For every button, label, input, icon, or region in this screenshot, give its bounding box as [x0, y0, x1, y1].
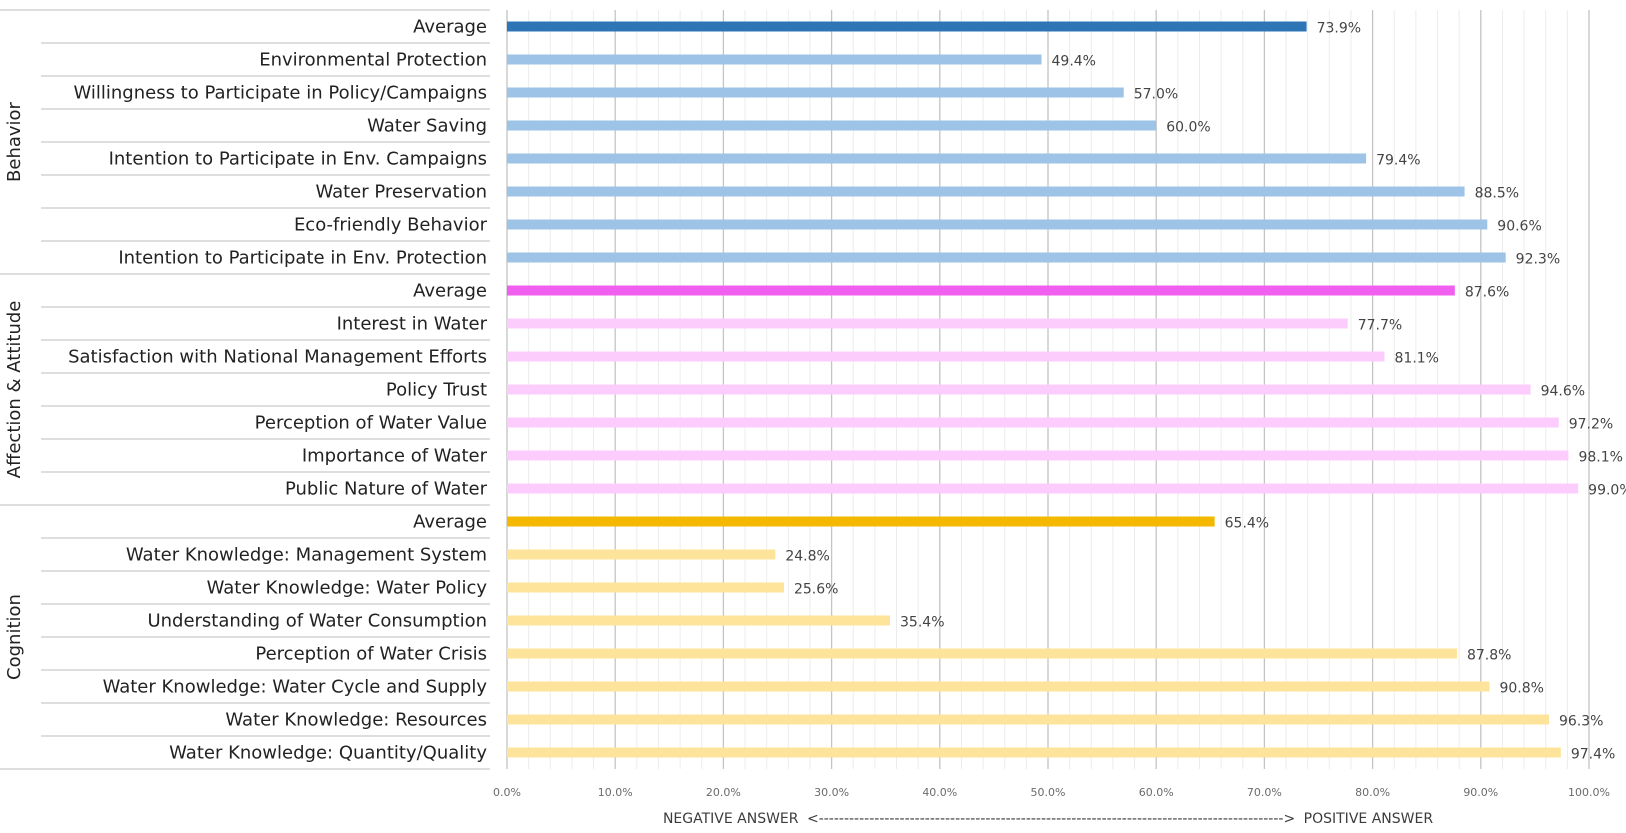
bar	[507, 681, 1490, 692]
category-label: Average	[413, 281, 487, 302]
row-separators	[0, 9, 490, 770]
x-tick-label: 90.0%	[1463, 786, 1498, 799]
category-label: Water Knowledge: Water Policy	[207, 578, 488, 599]
x-tick-label: 70.0%	[1247, 786, 1282, 799]
bar	[507, 186, 1465, 197]
x-tick-label: 0.0%	[493, 786, 521, 799]
data-label: 77.7%	[1358, 318, 1402, 334]
category-label: Eco-friendly Behavior	[294, 215, 488, 236]
x-tick-label: 40.0%	[922, 786, 957, 799]
bar	[507, 648, 1457, 659]
category-label: Perception of Water Value	[255, 413, 487, 434]
bar	[507, 417, 1559, 428]
x-tick-label: 30.0%	[814, 786, 849, 799]
group-label: Behavior	[4, 101, 25, 182]
data-label: 97.4%	[1571, 747, 1615, 763]
bar	[507, 747, 1561, 758]
bar	[507, 450, 1569, 461]
data-label: 65.4%	[1225, 516, 1269, 532]
data-label: 90.8%	[1499, 681, 1543, 697]
category-label: Water Preservation	[315, 182, 487, 203]
bar	[507, 351, 1385, 362]
data-label: 25.6%	[794, 582, 838, 598]
data-label: 24.8%	[785, 549, 829, 565]
bar	[507, 54, 1042, 65]
category-label: Intention to Participate in Env. Campaig…	[109, 149, 487, 170]
x-tick-label: 80.0%	[1355, 786, 1390, 799]
category-label: Environmental Protection	[259, 50, 487, 71]
category-label: Average	[413, 17, 487, 38]
category-label: Water Knowledge: Management System	[126, 545, 487, 566]
data-label: 88.5%	[1475, 186, 1519, 202]
bar	[507, 615, 891, 626]
bar	[507, 714, 1549, 725]
data-label: 92.3%	[1516, 252, 1560, 268]
data-label: 99.0%	[1588, 483, 1626, 499]
category-label: Satisfaction with National Management Ef…	[68, 347, 487, 368]
category-label: Average	[413, 512, 487, 533]
data-label: 81.1%	[1395, 351, 1439, 367]
data-label: 87.8%	[1467, 648, 1511, 664]
x-tick-label: 10.0%	[598, 786, 633, 799]
x-tick-labels: 0.0% 10.0% 20.0% 30.0% 40.0% 50.0% 60.0% 70.0% 8…	[493, 786, 1610, 799]
data-label: 90.6%	[1497, 219, 1541, 235]
bar	[507, 549, 776, 560]
category-label: Policy Trust	[386, 380, 487, 401]
x-tick-label: 60.0%	[1139, 786, 1174, 799]
category-label: Perception of Water Crisis	[255, 644, 487, 665]
data-label: 98.1%	[1578, 450, 1622, 466]
bar-average	[507, 285, 1455, 296]
bar	[507, 120, 1157, 131]
bar	[507, 582, 784, 593]
category-label: Water Knowledge: Quantity/Quality	[169, 743, 487, 764]
category-label: Water Knowledge: Water Cycle and Supply	[103, 677, 488, 698]
data-label: 57.0%	[1134, 87, 1178, 103]
bar	[507, 87, 1124, 98]
data-label: 35.4%	[900, 615, 944, 631]
data-label: 79.4%	[1376, 153, 1420, 169]
data-label: 94.6%	[1541, 384, 1585, 400]
bar	[507, 252, 1506, 263]
group-label: Affection & Attitude	[4, 301, 25, 479]
group-labels: Behavior Affection & Attitude Cognition	[4, 101, 25, 680]
value-labels: 73.9% 49.4% 57.0% 60.0% 79.4% 88.5% 90.6% 92.3%…	[785, 21, 1626, 763]
category-labels: Average Environmental Protection Willingne…	[68, 17, 488, 764]
x-axis-title-arrow: <---------------------------------------…	[807, 811, 1295, 827]
group-label: Cognition	[4, 594, 25, 680]
data-label: 49.4%	[1052, 54, 1096, 70]
x-axis-title-left: NEGATIVE ANSWER	[663, 811, 799, 827]
data-label: 87.6%	[1465, 285, 1509, 301]
data-label: 97.2%	[1569, 417, 1613, 433]
bar	[507, 483, 1579, 494]
bar	[507, 384, 1531, 395]
data-label: 60.0%	[1166, 120, 1210, 136]
category-label: Intention to Participate in Env. Protect…	[118, 248, 487, 269]
bar	[507, 318, 1348, 329]
x-axis-title: NEGATIVE ANSWER <-----------------------…	[663, 811, 1433, 827]
bar	[507, 219, 1488, 230]
data-label: 96.3%	[1559, 714, 1603, 730]
category-label: Water Knowledge: Resources	[225, 710, 487, 731]
category-label: Willingness to Participate in Policy/Cam…	[73, 83, 487, 104]
category-label: Water Saving	[367, 116, 487, 137]
bars	[507, 21, 1579, 758]
x-tick-label: 100.0%	[1568, 786, 1610, 799]
x-axis-title-right: POSITIVE ANSWER	[1304, 811, 1434, 827]
x-tick-label: 20.0%	[706, 786, 741, 799]
category-label: Interest in Water	[337, 314, 488, 335]
category-label: Understanding of Water Consumption	[147, 611, 487, 632]
category-label: Importance of Water	[302, 446, 488, 467]
bar	[507, 153, 1367, 164]
category-label: Public Nature of Water	[285, 479, 488, 500]
bar-average	[507, 516, 1215, 527]
x-tick-label: 50.0%	[1031, 786, 1066, 799]
data-label: 73.9%	[1317, 21, 1361, 37]
bar-average	[507, 21, 1307, 32]
